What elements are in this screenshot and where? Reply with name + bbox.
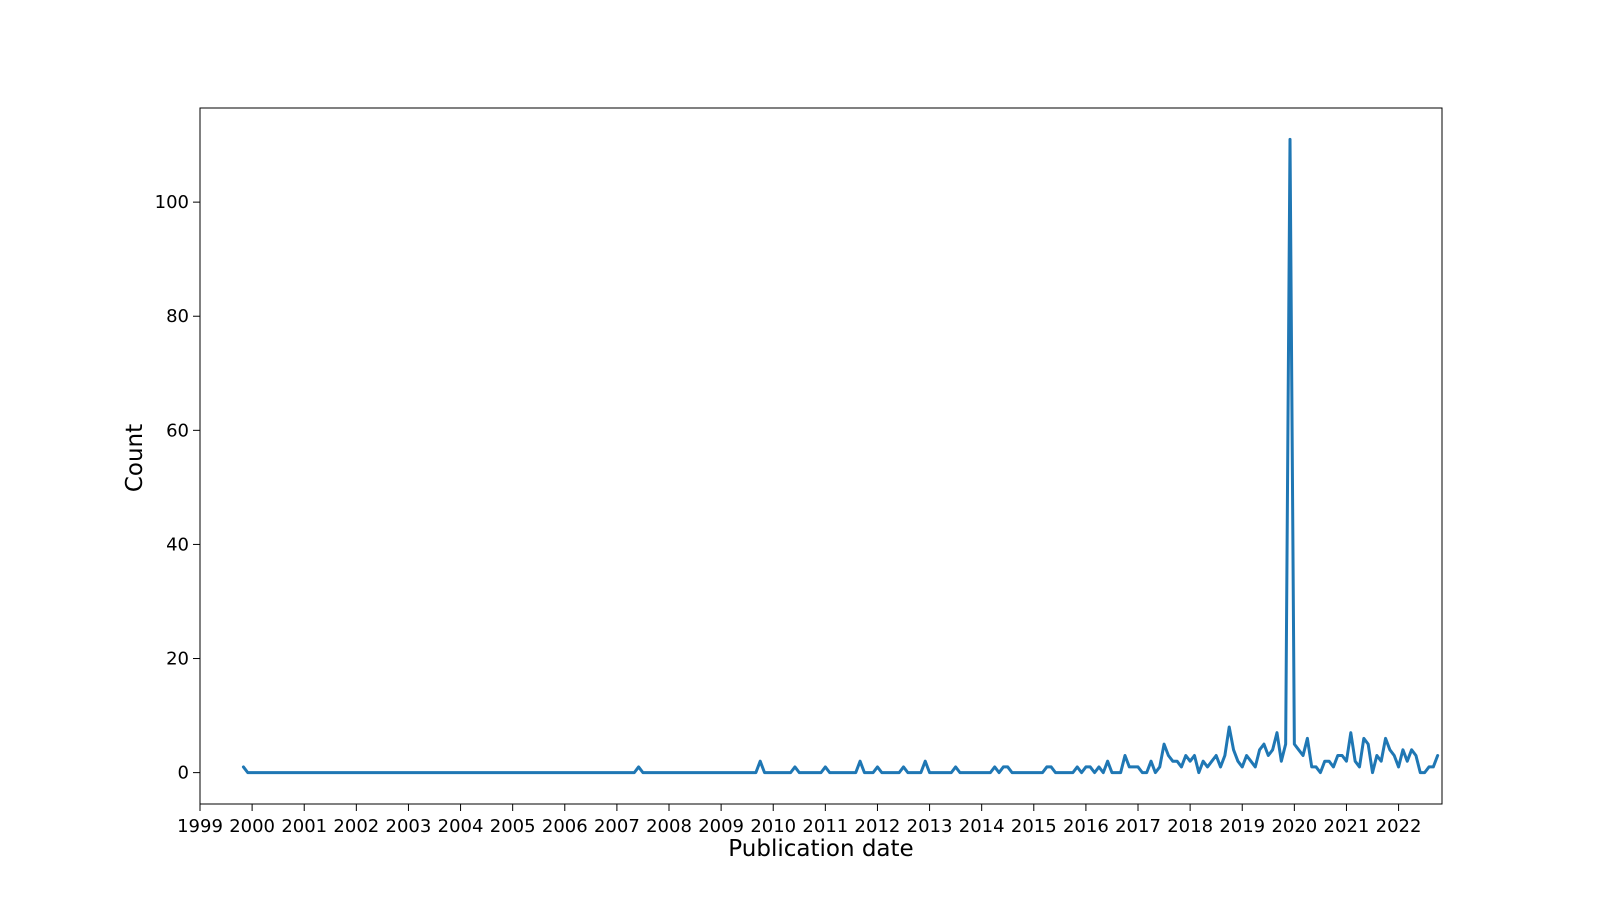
x-tick-label: 2010 — [750, 816, 796, 837]
y-tick-label: 60 — [166, 420, 189, 441]
x-axis-ticks: 1999 2000 2001 2002 2003 2004 2005 2006 2007 2008… — [177, 804, 1421, 837]
y-axis-ticks: 0 20 40 60 80 100 — [155, 192, 200, 784]
x-tick-label: 2001 — [281, 816, 327, 837]
x-tick-label: 2004 — [438, 816, 484, 837]
x-tick-label: 2006 — [542, 816, 588, 837]
x-tick-label: 2003 — [386, 816, 432, 837]
x-tick-label: 2022 — [1376, 816, 1422, 837]
y-tick-label: 40 — [166, 534, 189, 555]
x-tick-label: 2009 — [698, 816, 744, 837]
x-tick-label: 2021 — [1324, 816, 1370, 837]
plot-area — [199, 107, 1443, 805]
x-tick-label: 2015 — [1011, 816, 1057, 837]
x-tick-label: 2019 — [1219, 816, 1265, 837]
y-tick-label: 0 — [178, 763, 189, 784]
x-tick-label: 2020 — [1271, 816, 1317, 837]
series-line — [241, 137, 1440, 775]
y-tick-label: 100 — [155, 192, 189, 213]
y-tick-label: 20 — [166, 649, 189, 670]
y-tick-label: 80 — [166, 306, 189, 327]
x-tick-label: 2005 — [490, 816, 536, 837]
x-tick-label: 1999 — [177, 816, 223, 837]
x-tick-label: 2008 — [646, 816, 692, 837]
x-tick-label: 2011 — [802, 816, 848, 837]
x-tick-label: 2018 — [1167, 816, 1213, 837]
x-tick-label: 2017 — [1115, 816, 1161, 837]
x-tick-label: 2002 — [333, 816, 379, 837]
y-axis-label: Count — [122, 424, 148, 492]
x-tick-label: 2000 — [229, 816, 275, 837]
x-tick-label: 2016 — [1063, 816, 1109, 837]
x-tick-label: 2014 — [959, 816, 1005, 837]
x-axis-label: Publication date — [728, 836, 913, 862]
x-tick-label: 2012 — [855, 816, 901, 837]
x-tick-label: 2007 — [594, 816, 640, 837]
x-tick-label: 2013 — [907, 816, 953, 837]
